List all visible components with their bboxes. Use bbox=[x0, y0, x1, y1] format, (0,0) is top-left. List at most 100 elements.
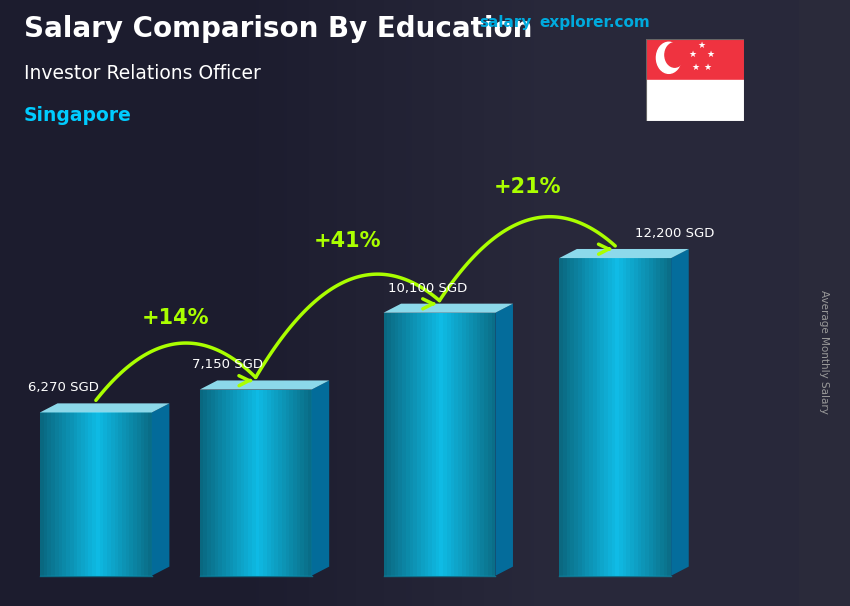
Polygon shape bbox=[406, 313, 410, 576]
Polygon shape bbox=[630, 258, 634, 576]
Polygon shape bbox=[496, 304, 513, 576]
Circle shape bbox=[656, 42, 681, 73]
Polygon shape bbox=[122, 413, 126, 576]
Polygon shape bbox=[218, 390, 222, 576]
Polygon shape bbox=[300, 390, 304, 576]
Polygon shape bbox=[140, 413, 144, 576]
Polygon shape bbox=[245, 390, 248, 576]
Text: +21%: +21% bbox=[494, 176, 561, 196]
Polygon shape bbox=[619, 258, 623, 576]
Polygon shape bbox=[581, 258, 586, 576]
Polygon shape bbox=[278, 390, 282, 576]
Polygon shape bbox=[230, 390, 233, 576]
Bar bbox=[646, 39, 744, 80]
Polygon shape bbox=[656, 258, 660, 576]
Polygon shape bbox=[275, 390, 278, 576]
Polygon shape bbox=[672, 249, 688, 576]
Text: salary: salary bbox=[479, 15, 532, 30]
Polygon shape bbox=[211, 390, 215, 576]
Text: Investor Relations Officer: Investor Relations Officer bbox=[24, 64, 261, 82]
Polygon shape bbox=[81, 413, 85, 576]
Polygon shape bbox=[634, 258, 638, 576]
Polygon shape bbox=[99, 413, 104, 576]
Polygon shape bbox=[450, 313, 455, 576]
Polygon shape bbox=[466, 313, 469, 576]
Polygon shape bbox=[226, 390, 230, 576]
Polygon shape bbox=[586, 258, 589, 576]
Polygon shape bbox=[592, 258, 597, 576]
Polygon shape bbox=[203, 390, 207, 576]
Polygon shape bbox=[660, 258, 664, 576]
Polygon shape bbox=[649, 258, 653, 576]
Polygon shape bbox=[66, 413, 70, 576]
Polygon shape bbox=[264, 390, 267, 576]
Polygon shape bbox=[664, 258, 667, 576]
Polygon shape bbox=[432, 313, 436, 576]
Polygon shape bbox=[417, 313, 421, 576]
Polygon shape bbox=[611, 258, 615, 576]
Polygon shape bbox=[286, 390, 289, 576]
Polygon shape bbox=[148, 413, 152, 576]
Text: +41%: +41% bbox=[314, 231, 382, 251]
Polygon shape bbox=[222, 390, 226, 576]
Polygon shape bbox=[107, 413, 110, 576]
Polygon shape bbox=[480, 313, 484, 576]
Text: 6,270 SGD: 6,270 SGD bbox=[28, 381, 99, 395]
Polygon shape bbox=[484, 313, 488, 576]
Polygon shape bbox=[455, 313, 458, 576]
Polygon shape bbox=[297, 390, 300, 576]
Polygon shape bbox=[267, 390, 270, 576]
Polygon shape bbox=[51, 413, 55, 576]
Text: ★: ★ bbox=[692, 63, 700, 72]
Polygon shape bbox=[413, 313, 417, 576]
Polygon shape bbox=[96, 413, 99, 576]
Polygon shape bbox=[608, 258, 611, 576]
Polygon shape bbox=[559, 249, 689, 258]
Polygon shape bbox=[477, 313, 480, 576]
Polygon shape bbox=[104, 413, 107, 576]
Polygon shape bbox=[270, 390, 275, 576]
Polygon shape bbox=[256, 390, 259, 576]
Text: ★: ★ bbox=[697, 41, 706, 50]
Text: ★: ★ bbox=[706, 50, 715, 59]
Text: 10,100 SGD: 10,100 SGD bbox=[388, 282, 467, 295]
Polygon shape bbox=[282, 390, 286, 576]
Polygon shape bbox=[567, 258, 570, 576]
Polygon shape bbox=[85, 413, 88, 576]
Polygon shape bbox=[653, 258, 656, 576]
Polygon shape bbox=[129, 413, 133, 576]
Text: Salary Comparison By Education: Salary Comparison By Education bbox=[24, 15, 532, 43]
Polygon shape bbox=[118, 413, 122, 576]
Polygon shape bbox=[578, 258, 581, 576]
Polygon shape bbox=[473, 313, 477, 576]
Polygon shape bbox=[40, 404, 169, 413]
Polygon shape bbox=[383, 304, 513, 313]
Text: ★: ★ bbox=[703, 63, 711, 72]
Polygon shape bbox=[600, 258, 604, 576]
Polygon shape bbox=[233, 390, 237, 576]
Polygon shape bbox=[259, 390, 264, 576]
Polygon shape bbox=[589, 258, 592, 576]
Polygon shape bbox=[399, 313, 402, 576]
Polygon shape bbox=[575, 258, 578, 576]
Polygon shape bbox=[308, 390, 312, 576]
Polygon shape bbox=[626, 258, 630, 576]
Polygon shape bbox=[570, 258, 575, 576]
Polygon shape bbox=[642, 258, 645, 576]
Polygon shape bbox=[597, 258, 600, 576]
Polygon shape bbox=[289, 390, 293, 576]
Polygon shape bbox=[200, 390, 203, 576]
Polygon shape bbox=[391, 313, 394, 576]
Polygon shape bbox=[70, 413, 73, 576]
Polygon shape bbox=[462, 313, 466, 576]
Polygon shape bbox=[424, 313, 428, 576]
Polygon shape bbox=[410, 313, 413, 576]
Polygon shape bbox=[439, 313, 443, 576]
Polygon shape bbox=[126, 413, 129, 576]
Polygon shape bbox=[394, 313, 399, 576]
Text: 12,200 SGD: 12,200 SGD bbox=[635, 227, 715, 240]
Polygon shape bbox=[428, 313, 432, 576]
Polygon shape bbox=[488, 313, 491, 576]
Polygon shape bbox=[43, 413, 48, 576]
Polygon shape bbox=[88, 413, 92, 576]
